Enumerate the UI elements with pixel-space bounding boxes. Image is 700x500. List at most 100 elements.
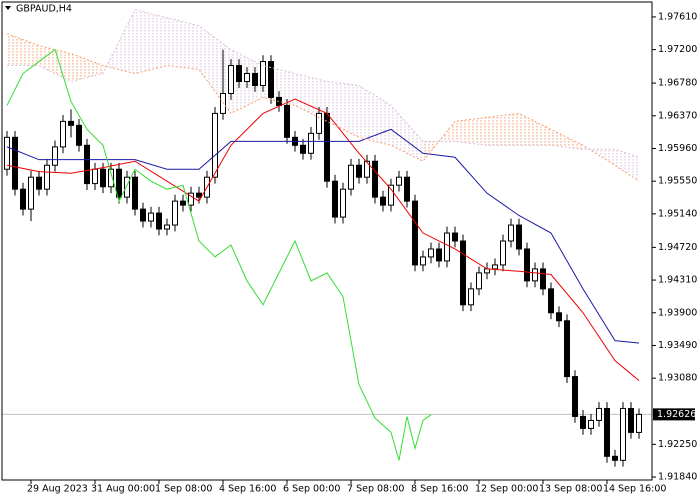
candle-body xyxy=(220,92,226,114)
candle-body xyxy=(364,160,370,178)
candle-body xyxy=(316,112,322,134)
y-tick-label: 1.97200 xyxy=(658,44,697,55)
candle-body xyxy=(252,73,258,86)
candle-body xyxy=(628,407,634,433)
candle-body xyxy=(28,176,34,210)
cloud-fill xyxy=(135,9,167,74)
candle-body xyxy=(276,96,282,106)
x-tick-label: 13 Sep 08:00 xyxy=(539,484,602,495)
candle-body xyxy=(412,200,418,266)
x-tick-label: 6 Sep 00:00 xyxy=(283,484,340,495)
candle-body xyxy=(524,248,530,282)
candle-body xyxy=(548,288,554,314)
x-tick-label: 14 Sep 16:00 xyxy=(603,484,666,495)
candle-body xyxy=(500,240,506,266)
y-tick-label: 1.91840 xyxy=(658,472,697,483)
cloud-fill xyxy=(519,113,551,146)
candle-body xyxy=(476,272,482,290)
x-tick-label: 8 Sep 16:00 xyxy=(411,484,468,495)
candle-body xyxy=(356,164,362,178)
candle-body xyxy=(36,176,42,190)
candle-body xyxy=(468,288,474,306)
plot-area xyxy=(2,9,652,467)
candle-body xyxy=(444,232,450,262)
candle-body xyxy=(100,168,106,188)
candle-body xyxy=(508,224,514,242)
candle-body xyxy=(380,196,386,206)
candle-body xyxy=(324,112,330,182)
candle-body xyxy=(636,413,642,433)
candle-body xyxy=(340,188,346,218)
candle-body xyxy=(172,200,178,226)
y-tick-label: 1.94310 xyxy=(658,275,697,286)
x-tick-label: 29 Aug 2023 xyxy=(27,484,88,495)
candle-body xyxy=(108,168,114,188)
candle-body xyxy=(268,61,274,98)
candle-body xyxy=(436,248,442,262)
candle-body xyxy=(84,144,90,185)
cloud-fill xyxy=(583,145,615,166)
candle-body xyxy=(156,212,162,230)
candle-body xyxy=(404,176,410,202)
candle-body xyxy=(12,136,18,190)
candle-body xyxy=(164,224,170,230)
candle-body xyxy=(492,264,498,270)
candle-body xyxy=(516,224,522,250)
candle-body xyxy=(284,104,290,138)
x-tick-label: 1 Sep 08:00 xyxy=(155,484,212,495)
candle-body xyxy=(180,200,186,206)
candle-body xyxy=(540,268,546,290)
candle-body xyxy=(20,188,26,210)
candle-body xyxy=(44,164,50,190)
cloud-fill xyxy=(39,45,71,82)
candle-body xyxy=(76,124,82,146)
candle-body xyxy=(348,164,354,190)
candle-body xyxy=(388,184,394,206)
candle-body xyxy=(196,192,202,198)
candle-body xyxy=(60,120,66,148)
x-tick-label: 12 Sep 00:00 xyxy=(475,484,538,495)
candle-body xyxy=(228,65,234,94)
candle-body xyxy=(596,407,602,421)
cloud-fill xyxy=(487,113,519,146)
candle-body xyxy=(588,419,594,429)
indicator-line xyxy=(6,33,640,182)
menu-arrow[interactable] xyxy=(5,6,11,10)
y-tick-label: 1.93490 xyxy=(658,340,697,351)
candle-body xyxy=(396,176,402,186)
candle-body xyxy=(604,407,610,457)
cloud-fill xyxy=(71,53,103,82)
candle-body xyxy=(300,144,306,154)
cloud-fill xyxy=(167,17,199,70)
candle-body xyxy=(580,415,586,429)
indicator-line xyxy=(6,98,640,381)
candle-body xyxy=(572,376,578,417)
plot-frame xyxy=(1,1,653,481)
candle-body xyxy=(556,312,562,322)
candle-body xyxy=(564,320,570,378)
candle-body xyxy=(132,176,138,210)
y-tick-label: 1.97610 xyxy=(658,11,697,22)
candle-body xyxy=(372,160,378,198)
last-price-box xyxy=(653,408,695,421)
y-tick-label: 1.95550 xyxy=(658,176,697,187)
y-tick-label: 1.96370 xyxy=(658,110,697,121)
cloud-fill xyxy=(7,33,39,66)
candle-body xyxy=(244,73,250,83)
y-tick-label: 1.95960 xyxy=(658,143,697,154)
candle-body xyxy=(236,65,242,83)
candle-body xyxy=(260,61,266,86)
candle-body xyxy=(620,407,626,461)
candle-body xyxy=(332,180,338,218)
cloud-fill xyxy=(615,149,639,182)
candle-body xyxy=(212,112,218,178)
y-tick-label: 1.92250 xyxy=(658,439,697,450)
candle-body xyxy=(420,256,426,266)
x-tick-label: 4 Sep 16:00 xyxy=(219,484,276,495)
candle-body xyxy=(428,248,434,258)
candle-body xyxy=(148,212,154,222)
candle-body xyxy=(92,168,98,185)
y-tick-label: 1.95140 xyxy=(658,208,697,219)
